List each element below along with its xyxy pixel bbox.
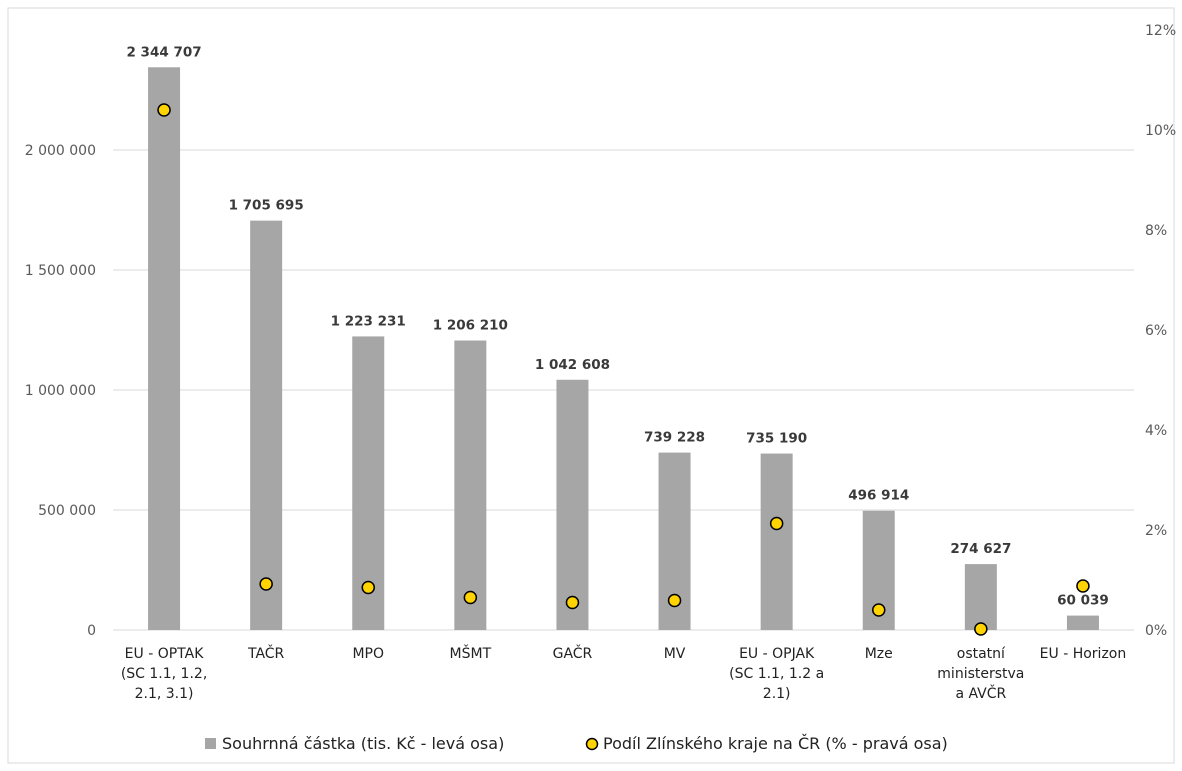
left-tick-label: 2 000 000 <box>25 143 96 159</box>
category-label-line: ostatní <box>957 646 1006 662</box>
right-tick-label: 2% <box>1145 523 1167 539</box>
left-tick-label: 500 000 <box>38 503 96 519</box>
share-point <box>872 603 886 617</box>
legend-swatch-point <box>585 737 599 751</box>
bar-data-label: 2 344 707 <box>126 44 201 60</box>
legend-swatch-bar <box>205 738 216 749</box>
category-label-line: GAČR <box>553 644 593 662</box>
bar-data-label: 1 223 231 <box>331 313 406 329</box>
category-label-line: EU - OPTAK <box>125 646 205 662</box>
category-label: EU - Horizon <box>1040 646 1127 662</box>
right-tick-label: 10% <box>1145 123 1176 139</box>
category-label: MŠMT <box>450 644 492 662</box>
bar-data-labels: 2 344 707 1 705 695 1 223 231 1 206 210 1 04… <box>126 44 1108 608</box>
category-label: MPO <box>352 646 384 662</box>
bar-data-label: 60 039 <box>1057 593 1109 609</box>
category-label-line: 2.1, 3.1) <box>135 686 194 702</box>
category-label-line: a AVČR <box>955 684 1006 702</box>
share-point <box>361 580 375 595</box>
bar <box>556 379 589 630</box>
share-point <box>974 622 988 636</box>
category-label-line: TAČR <box>247 644 285 662</box>
right-axis: 0% 2% 4% 6% 8% 10% 12% <box>1145 23 1176 639</box>
right-tick-label: 0% <box>1145 623 1167 639</box>
share-point <box>769 516 784 531</box>
category-label-line: MV <box>664 646 686 662</box>
category-label-line: 2.1) <box>763 686 791 702</box>
category-label: MV <box>664 646 686 662</box>
bar-data-label: 1 705 695 <box>229 198 304 214</box>
left-axis: 0 500 000 1 000 000 1 500 000 2 000 000 <box>25 143 96 639</box>
bar-data-label: 739 228 <box>644 430 705 446</box>
category-label-line: MŠMT <box>450 644 492 662</box>
bar <box>1066 615 1099 630</box>
bar <box>760 453 793 630</box>
category-label: EU - OPTAK (SC 1.1, 1.2, 2.1, 3.1) <box>121 646 207 702</box>
category-label-line: EU - OPJAK <box>739 646 815 662</box>
bar-data-label: 1 042 608 <box>535 357 610 373</box>
legend-label-point: Podíl Zlínského kraje na ČR (% - pravá o… <box>603 734 948 753</box>
right-tick-label: 4% <box>1145 423 1167 439</box>
bar-data-label: 735 190 <box>746 431 807 447</box>
left-tick-label: 1 500 000 <box>25 263 96 279</box>
chart-border <box>7 7 1175 764</box>
bar-data-label: 496 914 <box>848 488 909 504</box>
gridlines <box>113 149 1134 631</box>
bar <box>454 340 487 630</box>
bar <box>964 564 997 630</box>
bar <box>250 220 283 631</box>
category-label: Mze <box>865 646 893 662</box>
left-tick-label: 1 000 000 <box>25 383 96 399</box>
bar-data-label: 274 627 <box>950 541 1011 557</box>
right-tick-label: 8% <box>1145 223 1167 239</box>
share-point <box>463 590 478 605</box>
category-label: EU - OPJAK (SC 1.1, 1.2 a 2.1) <box>729 646 824 702</box>
left-tick-label: 0 <box>87 623 96 639</box>
category-label-line: (SC 1.1, 1.2 a <box>729 666 824 682</box>
right-tick-label: 12% <box>1145 23 1176 39</box>
category-label-line: ministerstva <box>937 666 1024 682</box>
share-point <box>157 103 171 117</box>
share-series <box>157 103 1090 636</box>
bar-data-label: 1 206 210 <box>433 318 508 334</box>
share-point <box>1076 579 1090 593</box>
category-label: GAČR <box>553 644 593 662</box>
legend-label-bar: Souhrnná částka (tis. Kč - levá osa) <box>222 734 504 753</box>
right-tick-label: 6% <box>1145 323 1167 339</box>
category-label-line: (SC 1.1, 1.2, <box>121 666 207 682</box>
bar <box>148 67 181 630</box>
category-label: ostatní ministerstva a AVČR <box>937 646 1024 702</box>
category-axis: EU - OPTAK (SC 1.1, 1.2, 2.1, 3.1) TAČR MPO M… <box>121 644 1126 702</box>
legend: Souhrnná částka (tis. Kč - levá osa) Pod… <box>205 734 948 753</box>
category-label: TAČR <box>247 644 285 662</box>
share-point <box>259 577 273 591</box>
share-point <box>667 593 682 608</box>
share-point <box>565 595 580 610</box>
category-label-line: Mze <box>865 646 893 662</box>
category-label-line: EU - Horizon <box>1040 646 1127 662</box>
category-label-line: MPO <box>352 646 384 662</box>
